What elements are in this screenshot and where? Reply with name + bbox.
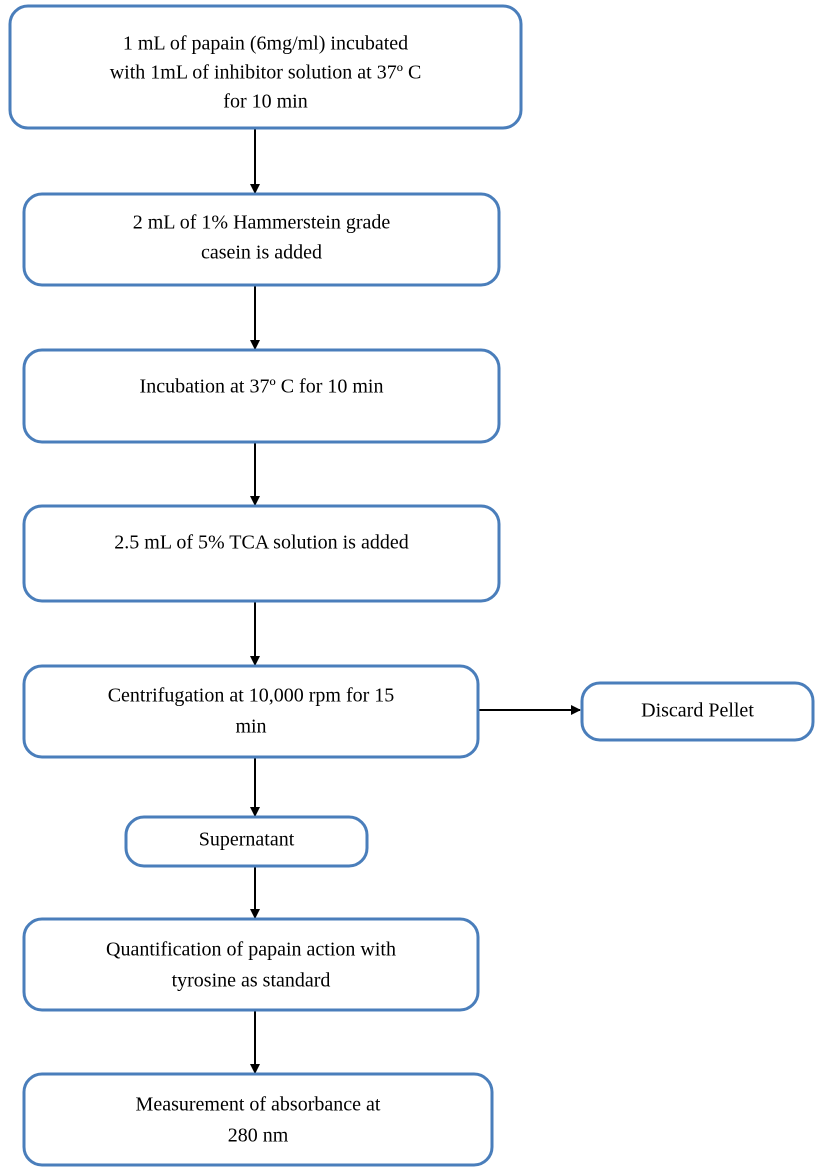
process-box (124, 815, 369, 868)
box-label: casein is added (201, 242, 322, 264)
box-label: min (235, 716, 266, 738)
box-label: tyrosine as standard (172, 970, 331, 992)
arrows (250, 129, 581, 1074)
process-box (8, 4, 523, 130)
box-label: 1 mL of papain (6mg/ml) incubated (123, 33, 408, 55)
process-box (580, 681, 815, 742)
process-box (22, 664, 480, 759)
box-label: Incubation at 37º C for 10 min (140, 376, 384, 398)
process-box (22, 917, 480, 1012)
box-label: with 1mL of inhibitor solution at 37º C (110, 62, 422, 84)
box-label: Discard Pellet (641, 700, 754, 722)
box-label: 2 mL of 1% Hammerstein grade (133, 212, 391, 234)
process-box (22, 1072, 494, 1167)
box-label: 2.5 mL of 5% TCA solution is added (114, 532, 408, 554)
box-label: Supernatant (199, 829, 295, 851)
box-label: Centrifugation at 10,000 rpm for 15 (108, 685, 395, 707)
box-label: for 10 min (223, 91, 307, 113)
process-box (22, 192, 501, 287)
box-label: Measurement of absorbance at (136, 1094, 381, 1116)
process-box (22, 348, 501, 444)
process-box (22, 504, 501, 603)
box-label: 280 nm (228, 1125, 289, 1147)
box-label: Quantification of papain action with (106, 939, 396, 961)
